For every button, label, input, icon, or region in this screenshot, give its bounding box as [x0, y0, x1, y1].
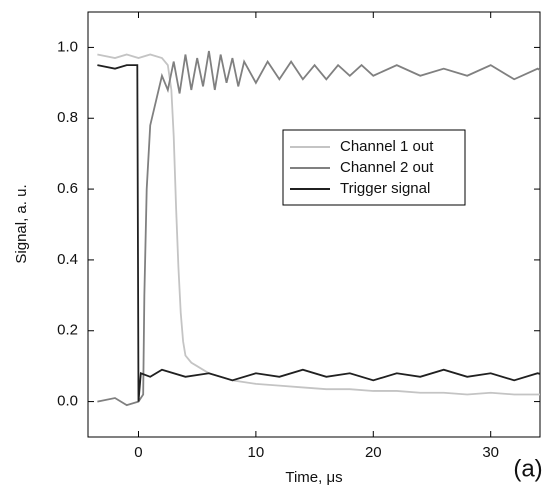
x-axis-label: Time, μs — [285, 469, 342, 486]
y-tick-label: 0.4 — [57, 251, 78, 268]
series-line — [97, 50, 540, 407]
y-tick-label: 1.0 — [57, 38, 78, 55]
y-tick-label: 0.8 — [57, 109, 78, 126]
plot-frame — [87, 11, 541, 438]
x-tick-label: 30 — [482, 444, 499, 461]
y-tick-label: 0.0 — [57, 393, 78, 410]
legend-label: Trigger signal — [340, 180, 430, 197]
x-tick-label: 10 — [248, 444, 265, 461]
legend-label: Channel 2 out — [340, 159, 434, 176]
y-tick-label: 0.6 — [57, 180, 78, 197]
plot-area — [97, 50, 540, 407]
y-axis-label: Signal, a. u. — [13, 184, 30, 263]
y-tick-label: 0.2 — [57, 322, 78, 339]
annotation: (a) — [513, 455, 542, 482]
x-tick-label: 0 — [134, 444, 142, 461]
series-line — [97, 53, 540, 396]
series-line — [97, 64, 540, 402]
x-tick-label: 20 — [365, 444, 382, 461]
legend-label: Channel 1 out — [340, 138, 434, 155]
